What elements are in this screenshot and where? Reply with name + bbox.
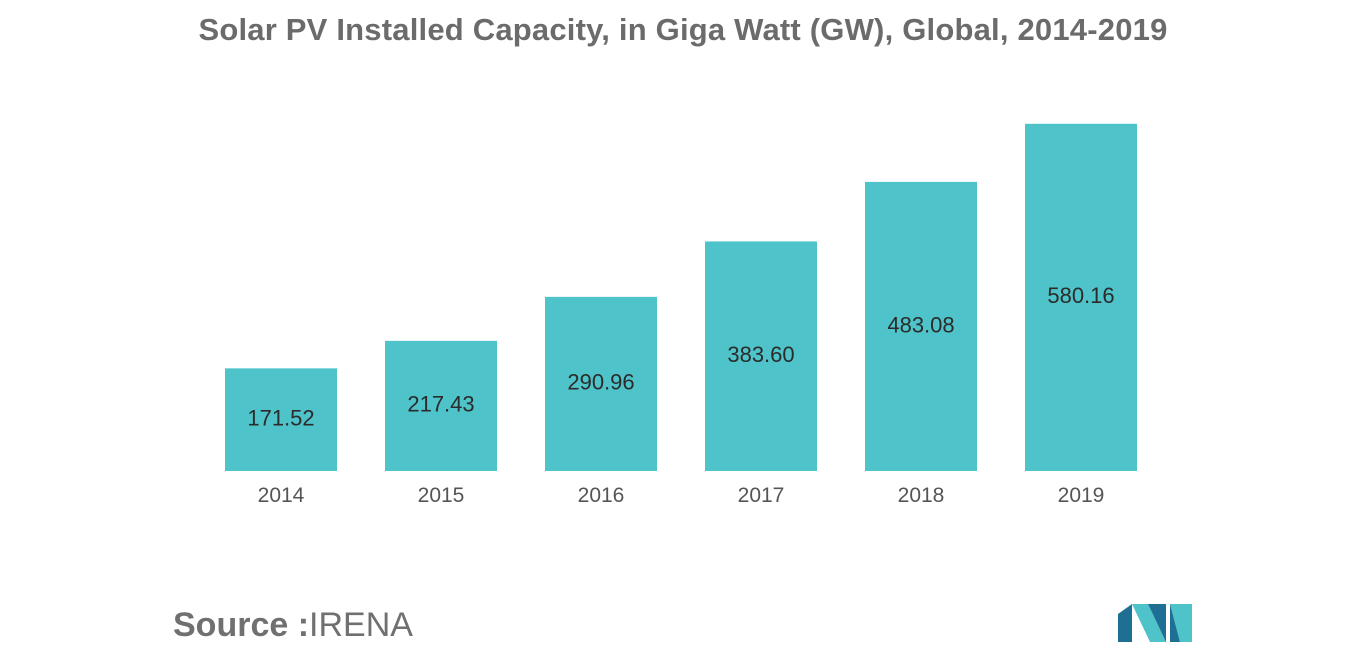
source-note: Source :IRENA — [173, 606, 413, 645]
bar-2016 — [545, 296, 657, 471]
x-tick-labels-layer: 2014 2015 2016 2017 2018 2019 — [258, 484, 1105, 507]
source-value: IRENA — [309, 606, 413, 644]
bar-2018 — [865, 181, 977, 471]
bar-2017 — [705, 241, 817, 471]
chart-title: Solar PV Installed Capacity, in Giga Wat… — [198, 12, 1168, 47]
x-tick-label-2014: 2014 — [258, 484, 305, 507]
bar-2015 — [385, 340, 497, 471]
x-tick-label-2019: 2019 — [1058, 484, 1105, 507]
bar-value-label-2014: 171.52 — [247, 405, 314, 430]
bar-value-label-2015: 217.43 — [407, 392, 474, 417]
bars-layer — [225, 123, 1137, 472]
x-tick-label-2016: 2016 — [578, 484, 625, 507]
bar-2014 — [225, 368, 337, 471]
x-tick-label-2015: 2015 — [418, 484, 465, 507]
mordor-intelligence-logo-icon — [1118, 604, 1192, 642]
source-key: Source : — [173, 606, 310, 644]
bar-value-label-2018: 483.08 — [887, 312, 954, 337]
bar-value-label-2019: 580.16 — [1047, 283, 1114, 308]
bar-value-label-2016: 290.96 — [567, 370, 634, 395]
bar-value-label-2017: 383.60 — [727, 342, 794, 367]
bar-2019 — [1025, 123, 1137, 472]
x-tick-label-2018: 2018 — [898, 484, 945, 507]
x-tick-label-2017: 2017 — [738, 484, 785, 507]
value-labels-layer: 171.52 217.43 290.96 383.60 483.08 580.16 — [247, 283, 1114, 430]
